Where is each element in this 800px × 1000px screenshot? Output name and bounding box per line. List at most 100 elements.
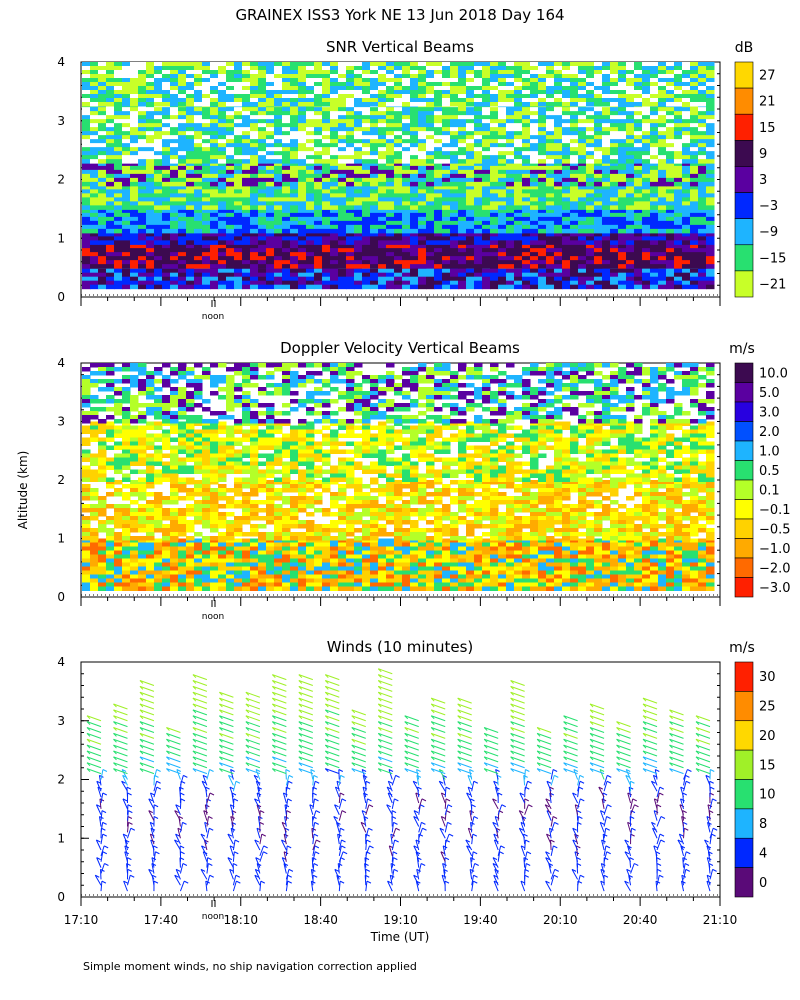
- y-tick-label: 4: [57, 356, 65, 370]
- snr-cell: [202, 161, 211, 167]
- snr-cell: [466, 232, 475, 237]
- snr-cell: [642, 284, 651, 290]
- snr-cell: [602, 111, 611, 116]
- snr-cell: [218, 78, 227, 83]
- snr-cell: [202, 94, 211, 99]
- snr-cell: [402, 268, 411, 274]
- doppler-cell: [146, 586, 155, 591]
- snr-cell: [186, 197, 195, 202]
- snr-cell: [314, 131, 323, 136]
- snr-cell: [378, 256, 387, 261]
- colorbar-swatch: [734, 61, 754, 89]
- snr-cell: [506, 224, 515, 230]
- snr-cell: [234, 260, 243, 265]
- snr-cell: [450, 82, 459, 87]
- snr-cell: [266, 151, 275, 156]
- snr-cell: [162, 90, 171, 95]
- doppler-cell: [154, 578, 163, 583]
- snr-cell: [242, 131, 251, 136]
- snr-cell: [522, 111, 531, 116]
- snr-cell: [154, 70, 163, 75]
- snr-cell: [186, 264, 195, 269]
- snr-cell: [442, 155, 451, 160]
- snr-cell: [450, 131, 459, 136]
- snr-cell: [450, 272, 459, 278]
- snr-cell: [698, 123, 707, 128]
- snr-cell: [618, 264, 627, 269]
- snr-cell: [98, 208, 107, 214]
- doppler-cell: [138, 570, 147, 575]
- snr-cell: [698, 147, 707, 152]
- snr-cell: [618, 147, 627, 152]
- snr-cell: [466, 280, 475, 286]
- snr-cell: [122, 177, 131, 183]
- snr-cell: [466, 74, 475, 79]
- snr-cell: [170, 123, 179, 128]
- snr-cell: [354, 181, 363, 187]
- snr-cell: [418, 177, 427, 183]
- snr-cell: [474, 284, 483, 290]
- snr-cell: [266, 119, 275, 124]
- snr-cell: [210, 111, 219, 116]
- snr-cell: [98, 119, 107, 124]
- snr-cell: [378, 147, 387, 152]
- snr-cell: [586, 78, 595, 83]
- snr-cell: [178, 189, 187, 194]
- snr-cell: [538, 151, 547, 156]
- snr-cell: [322, 119, 331, 124]
- snr-cell: [114, 212, 123, 218]
- snr-cell: [90, 82, 99, 87]
- snr-cell: [138, 161, 147, 167]
- snr-cell: [290, 102, 299, 107]
- snr-cell: [258, 276, 267, 282]
- snr-cell: [234, 159, 243, 164]
- snr-cell: [122, 98, 131, 103]
- snr-cell: [402, 212, 411, 218]
- snr-cell: [282, 127, 291, 132]
- snr-cell: [122, 240, 131, 245]
- snr-cell: [98, 189, 107, 194]
- snr-cell: [554, 143, 563, 148]
- snr-cell: [442, 260, 451, 265]
- snr-cell: [618, 181, 627, 187]
- doppler-cell: [138, 582, 147, 587]
- snr-cell: [242, 159, 251, 164]
- snr-cell: [578, 169, 587, 175]
- snr-cell: [682, 107, 691, 112]
- snr-cell: [194, 143, 203, 148]
- snr-cell: [338, 123, 347, 128]
- snr-cell: [170, 244, 179, 249]
- snr-cell: [370, 193, 379, 198]
- snr-cell: [410, 159, 419, 164]
- snr-cell: [106, 111, 115, 116]
- doppler-cell: [138, 550, 147, 555]
- snr-cell: [130, 151, 139, 156]
- snr-cell: [602, 127, 611, 132]
- snr-cell: [458, 98, 467, 103]
- snr-cell: [322, 212, 331, 218]
- snr-cell: [522, 169, 531, 175]
- snr-cell: [522, 159, 531, 164]
- snr-cell: [202, 123, 211, 128]
- snr-cell: [154, 161, 163, 167]
- snr-cell: [410, 70, 419, 75]
- snr-cell: [170, 264, 179, 269]
- snr-cell: [482, 143, 491, 148]
- snr-cell: [690, 216, 699, 222]
- snr-cell: [498, 228, 507, 234]
- snr-cell: [602, 74, 611, 79]
- snr-cell: [626, 155, 635, 160]
- snr-cell: [218, 260, 227, 265]
- snr-cell: [338, 74, 347, 79]
- snr-cell: [298, 74, 307, 79]
- snr-cell: [554, 236, 563, 241]
- snr-cell: [514, 165, 523, 171]
- doppler-cell: [114, 542, 123, 547]
- snr-cell: [346, 205, 355, 210]
- snr-cell: [290, 173, 299, 179]
- snr-cell: [178, 161, 187, 167]
- snr-cell: [490, 232, 499, 237]
- snr-cell: [658, 232, 667, 237]
- snr-cell: [146, 193, 155, 198]
- snr-cell: [218, 248, 227, 253]
